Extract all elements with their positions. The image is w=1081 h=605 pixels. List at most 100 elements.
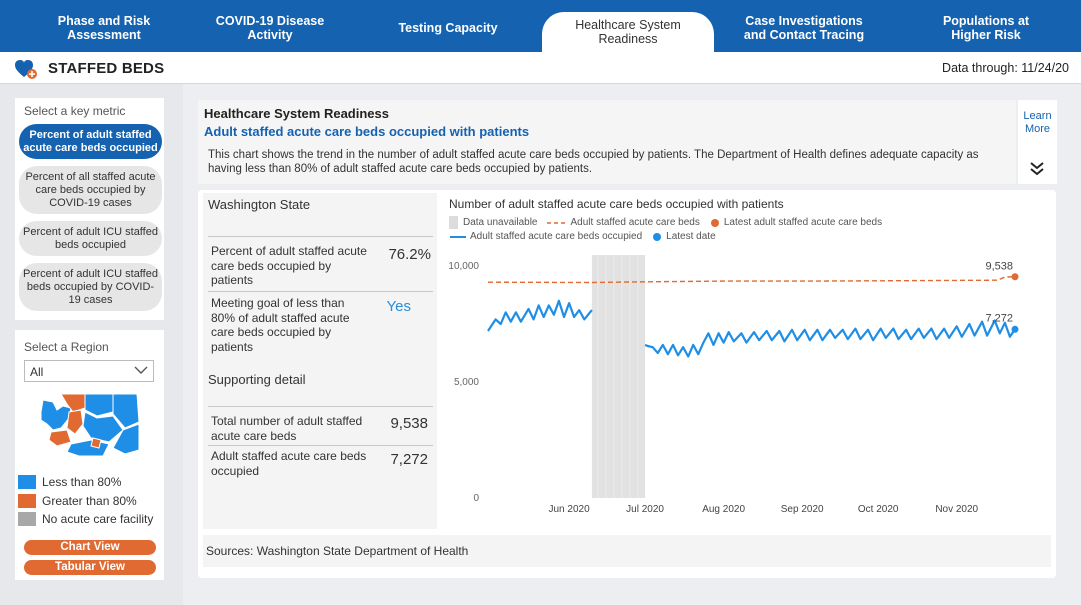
- legend-dashed-icon: [546, 221, 567, 224]
- chart-view-button[interactable]: Chart View: [24, 540, 156, 555]
- map-county: [48, 429, 72, 447]
- tab-label: COVID-19 Disease Activity: [215, 14, 325, 42]
- divider: [208, 445, 433, 446]
- legend-gap-swatch: [449, 216, 458, 229]
- chart-legend-row: Data unavailable Adult staffed acute car…: [449, 216, 882, 229]
- tabular-view-button[interactable]: Tabular View: [24, 560, 156, 575]
- stat-label: Adult staffed acute care beds occupied: [211, 449, 367, 478]
- legend-item: No acute care facility: [18, 511, 153, 527]
- supporting-title: Supporting detail: [208, 372, 306, 387]
- page-header: STAFFED BEDS Data through: 11/24/20: [0, 52, 1081, 84]
- metric-label: Percent of all staffed acute care beds o…: [25, 170, 156, 209]
- tab-covid-activity[interactable]: COVID-19 Disease Activity: [188, 10, 352, 46]
- double-chevron-down-icon[interactable]: [1029, 160, 1045, 176]
- legend-swatch: [18, 475, 36, 489]
- stats-panel: Washington State Percent of adult staffe…: [203, 193, 437, 529]
- stat-value: 76.2%: [388, 246, 431, 263]
- learn-more-link[interactable]: Learn More: [1023, 110, 1052, 135]
- divider: [208, 236, 433, 237]
- stat-label: Total number of adult staffed acute care…: [211, 414, 363, 443]
- stat-label: Percent of adult staffed acute care beds…: [211, 244, 367, 287]
- metric-button-covid-acute[interactable]: Percent of all staffed acute care beds o…: [19, 166, 162, 214]
- legend-label: No acute care facility: [42, 512, 154, 526]
- latest-total-dot: [1011, 273, 1019, 281]
- region-panel: Select a Region All Less than 80% Greate…: [15, 330, 164, 580]
- stat-value: Yes: [386, 298, 411, 315]
- top-nav: Phase and Risk Assessment COVID-19 Disea…: [0, 0, 1081, 52]
- map-county: [82, 411, 124, 443]
- chart-legend-row: Adult staffed acute care beds occupied L…: [449, 231, 716, 242]
- occupied-end-label: 7,272: [985, 312, 1013, 324]
- map-county: [112, 394, 140, 429]
- section-subheading: Adult staffed acute care beds occupied w…: [204, 124, 530, 139]
- sources-text: Sources: Washington State Department of …: [206, 544, 469, 558]
- map-county: [90, 437, 102, 449]
- region-caption: Select a Region: [24, 340, 109, 354]
- section-heading: Healthcare System Readiness: [204, 106, 389, 121]
- total-beds-line: [487, 276, 1016, 284]
- map-county: [84, 394, 114, 417]
- chart-title: Number of adult staffed acute care beds …: [449, 197, 784, 211]
- legend-dot-icon: [710, 218, 719, 227]
- legend-label: Less than 80%: [42, 475, 122, 489]
- section-description: This chart shows the trend in the number…: [208, 149, 979, 175]
- metric-selector: Select a key metric Percent of adult sta…: [15, 98, 164, 320]
- chart-panel: [441, 193, 1054, 529]
- data-unavailable-band: [591, 255, 646, 498]
- legend-dot-icon: [653, 232, 662, 241]
- x-tick-label: Sep 2020: [781, 504, 824, 515]
- legend-swatch: [18, 494, 36, 508]
- y-tick-label: 10,000: [448, 261, 479, 272]
- legend-occupied-label: Adult staffed acute care beds occupied: [470, 231, 643, 242]
- stat-value: 9,538: [390, 415, 428, 432]
- tab-healthcare-readiness[interactable]: Healthcare System Readiness: [542, 12, 714, 52]
- legend-item: Less than 80%: [18, 474, 121, 490]
- metric-caption: Select a key metric: [24, 104, 126, 118]
- legend-swatch: [18, 512, 36, 526]
- map-county: [112, 423, 140, 455]
- region-title: Washington State: [208, 197, 311, 212]
- legend-latest-total-label: Latest adult staffed acute care beds: [723, 217, 883, 228]
- tab-label: Case Investigations and Contact Tracing: [743, 14, 865, 42]
- washington-map: [40, 394, 140, 457]
- region-dropdown[interactable]: All: [24, 360, 154, 382]
- heart-plus-icon: [15, 60, 37, 79]
- stat-label: Meeting goal of less than 80% of adult s…: [211, 296, 350, 354]
- tab-label: Phase and Risk Assessment: [57, 14, 151, 42]
- occupied-beds-line: [487, 299, 593, 332]
- metric-button-adult-icu[interactable]: Percent of adult ICU staffed beds occupi…: [19, 221, 162, 256]
- chevron-down-icon: [134, 366, 148, 374]
- line-chart: 10,000 5,000 0 Jun 2020 Jul 2020 Aug 2020 Sep …: [448, 255, 1019, 515]
- tab-label: Testing Capacity: [398, 21, 498, 35]
- metric-label: Percent of adult staffed acute care beds…: [23, 128, 158, 154]
- tab-case-investigations[interactable]: Case Investigations and Contact Tracing: [722, 10, 886, 46]
- learn-more-box: Learn More: [1018, 100, 1057, 184]
- x-tick-label: Jun 2020: [548, 504, 590, 515]
- tab-label: Populations at Higher Risk: [942, 14, 1030, 42]
- map-county: [66, 439, 110, 457]
- tab-label: Healthcare System Readiness: [575, 18, 681, 46]
- tab-testing-capacity[interactable]: Testing Capacity: [365, 10, 531, 46]
- legend-total-label: Adult staffed acute care beds: [570, 217, 700, 228]
- metric-label: Percent of adult ICU staffed beds occupi…: [23, 225, 158, 251]
- legend-item: Greater than 80%: [18, 493, 137, 509]
- data-through-date: Data through: 11/24/20: [942, 61, 1069, 75]
- map-county: [66, 409, 84, 435]
- y-tick-label: 0: [473, 493, 479, 504]
- legend-latest-date-label: Latest date: [666, 231, 716, 242]
- description-box: Healthcare System Readiness Adult staffe…: [198, 100, 1016, 184]
- x-tick-label: Nov 2020: [935, 504, 978, 515]
- stat-value: 7,272: [390, 451, 428, 468]
- metric-button-covid-icu[interactable]: Percent of adult ICU staffed beds occupi…: [19, 263, 162, 311]
- page-title: STAFFED BEDS: [48, 60, 165, 77]
- y-tick-label: 5,000: [454, 377, 479, 388]
- metric-label: Percent of adult ICU staffed beds occupi…: [23, 267, 158, 306]
- region-selected-value: All: [30, 365, 44, 379]
- legend-line-icon: [450, 235, 466, 238]
- metric-button-adult-acute[interactable]: Percent of adult staffed acute care beds…: [19, 124, 162, 159]
- latest-occupied-dot: [1011, 325, 1019, 333]
- divider: [208, 291, 433, 292]
- tab-populations-risk[interactable]: Populations at Higher Risk: [900, 10, 1072, 46]
- legend-gap-label: Data unavailable: [463, 217, 538, 228]
- tab-phase-risk[interactable]: Phase and Risk Assessment: [20, 10, 188, 46]
